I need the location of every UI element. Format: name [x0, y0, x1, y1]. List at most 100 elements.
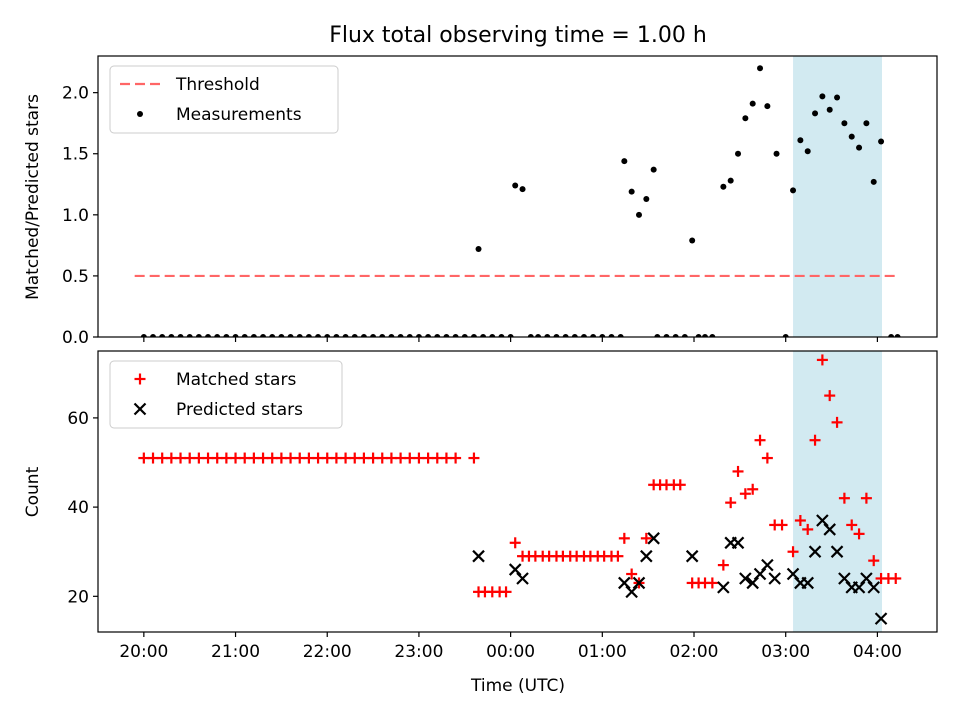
matched-marker: [500, 586, 512, 598]
plot-area: [134, 56, 901, 337]
data-point: [498, 334, 505, 337]
data-point: [333, 334, 340, 337]
data-point: [702, 334, 709, 337]
legend: Threshold Measurements: [109, 65, 339, 134]
data-point: [269, 334, 276, 337]
matched-marker: [802, 523, 814, 535]
data-point: [342, 334, 349, 337]
x-tick-label: 01:00: [578, 642, 627, 662]
matched-marker: [860, 492, 872, 504]
data-point: [461, 334, 468, 337]
legend-label: Matched stars: [176, 370, 296, 390]
data-point: [654, 334, 661, 337]
matched-marker: [294, 452, 306, 464]
matched-marker: [211, 452, 223, 464]
data-point: [735, 150, 742, 157]
predicted-marker: [516, 572, 529, 585]
data-point: [764, 103, 771, 110]
legend: Matched stars Predicted stars: [109, 360, 343, 429]
matched-marker: [275, 452, 287, 464]
matched-marker: [367, 452, 379, 464]
matched-marker: [626, 568, 638, 580]
matched-marker: [202, 452, 214, 464]
data-point: [742, 115, 749, 122]
predicted-marker: [768, 572, 781, 585]
matched-marker: [890, 572, 902, 584]
x-tick-label: 20:00: [119, 642, 168, 662]
matched-marker: [450, 452, 462, 464]
predicted-marker: [717, 581, 730, 594]
bottom-ylabel: Count: [23, 466, 43, 517]
data-point: [720, 183, 727, 190]
data-point: [150, 334, 157, 337]
data-point: [834, 94, 841, 101]
matched-marker: [776, 519, 788, 531]
data-point: [727, 177, 734, 184]
data-point: [643, 195, 650, 202]
predicted-marker: [472, 549, 485, 563]
data-point: [608, 334, 615, 337]
data-point: [168, 334, 175, 337]
matched-marker: [193, 452, 205, 464]
data-point: [553, 334, 560, 337]
data-point: [388, 334, 395, 337]
predicted-marker: [647, 532, 660, 545]
matched-marker: [706, 577, 718, 589]
y-tick-label: 40: [67, 498, 89, 518]
data-point: [812, 110, 819, 117]
predicted-marker: [860, 572, 873, 585]
data-point: [406, 334, 413, 337]
predicted-marker: [508, 563, 522, 576]
y-tick-label: 0.0: [62, 328, 89, 348]
matched-marker: [239, 452, 251, 464]
predicted-marker: [753, 567, 767, 581]
data-point: [480, 334, 487, 337]
x-tick-label: 00:00: [486, 642, 535, 662]
y-tick-label: 60: [67, 409, 89, 429]
legend-label: Measurements: [176, 105, 302, 125]
x-tick-label: 03:00: [761, 642, 810, 662]
top-ylabel: Matched/Predicted stars: [23, 94, 43, 300]
predicted-marker: [867, 581, 881, 594]
data-point: [628, 188, 635, 195]
data-point: [241, 334, 248, 337]
matched-marker: [640, 532, 652, 544]
matched-marker: [761, 452, 773, 464]
matched-marker: [618, 532, 630, 544]
data-point: [379, 334, 386, 337]
x-tick-label: 02:00: [670, 642, 719, 662]
legend-key-predicted: [133, 402, 147, 416]
y-tick-label: 0.5: [62, 267, 89, 287]
matched-marker: [612, 550, 624, 562]
data-point: [232, 334, 239, 337]
matched-marker: [385, 452, 397, 464]
data-point: [749, 100, 756, 107]
data-point: [315, 334, 322, 337]
data-point: [452, 334, 459, 337]
predicted-marker: [838, 572, 851, 585]
matched-marker: [509, 537, 521, 549]
data-point: [757, 65, 764, 72]
data-point: [841, 120, 848, 127]
matched-marker: [156, 452, 168, 464]
data-point: [804, 148, 811, 155]
matched-marker: [349, 452, 361, 464]
predicted-marker: [761, 558, 774, 572]
data-point: [425, 334, 432, 337]
matched-marker: [138, 452, 150, 464]
data-point: [250, 334, 257, 337]
data-point: [360, 334, 367, 337]
matched-marker: [220, 452, 232, 464]
data-point: [863, 120, 870, 127]
legend-label: Predicted stars: [176, 400, 303, 420]
data-point: [351, 334, 358, 337]
predicted-marker: [618, 576, 631, 590]
plot-area: [138, 351, 902, 632]
predicted-marker: [685, 549, 699, 563]
matched-marker: [165, 452, 177, 464]
x-tick-label: 22:00: [303, 642, 352, 662]
data-point: [672, 334, 679, 337]
matched-marker: [312, 452, 324, 464]
data-point: [562, 334, 569, 337]
